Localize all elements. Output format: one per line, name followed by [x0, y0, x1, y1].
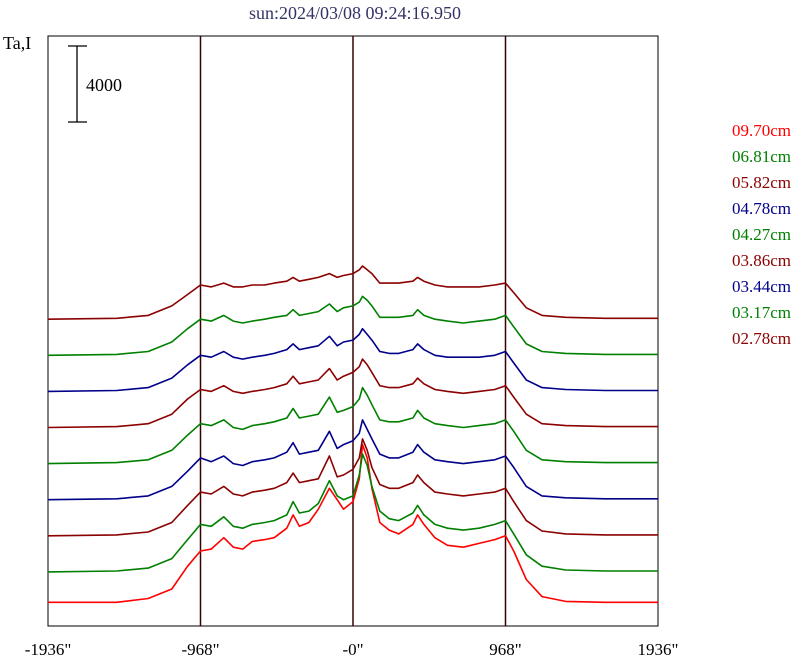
- x-tick-label: -0": [342, 640, 363, 659]
- series-lines: [47, 265, 658, 604]
- reference-lines: [199, 36, 507, 626]
- legend-entry: 04.78cm: [732, 199, 791, 218]
- x-tick-label: 1936": [638, 640, 679, 659]
- series-line-03.17cm: [47, 295, 658, 357]
- series-line-03.44cm: [47, 327, 658, 393]
- series-line-04.78cm: [47, 419, 658, 501]
- scale-bar-label: 4000: [86, 75, 122, 95]
- series-line-05.82cm: [47, 438, 658, 537]
- legend: 09.70cm 06.81cm 05.82cm 04.78cm 04.27cm 03.86…: [732, 121, 791, 348]
- legend-entry: 03.86cm: [732, 251, 791, 270]
- series-line-02.78cm: [47, 265, 658, 320]
- legend-entry: 06.81cm: [732, 147, 791, 166]
- legend-entry: 04.27cm: [732, 225, 791, 244]
- legend-entry: 03.17cm: [732, 303, 791, 322]
- legend-entry: 09.70cm: [732, 121, 791, 140]
- series-line-06.81cm: [47, 453, 658, 573]
- x-tick-label: -1936": [25, 640, 72, 659]
- series-line-04.27cm: [47, 386, 658, 465]
- x-axis-ticks: -1936" -968" -0" 968" 1936": [25, 640, 679, 659]
- legend-entry: 05.82cm: [732, 173, 791, 192]
- series-line-03.86cm: [47, 358, 658, 429]
- y-axis-label: Ta,I: [3, 33, 31, 53]
- x-tick-label: 968": [489, 640, 521, 659]
- legend-entry: 03.44cm: [732, 277, 791, 296]
- x-tick-label: -968": [181, 640, 219, 659]
- chart-title: sun:2024/03/08 09:24:16.950: [249, 3, 461, 23]
- series-line-09.70cm: [48, 443, 658, 604]
- scale-bar: 4000: [68, 45, 122, 123]
- legend-entry: 02.78cm: [732, 329, 791, 348]
